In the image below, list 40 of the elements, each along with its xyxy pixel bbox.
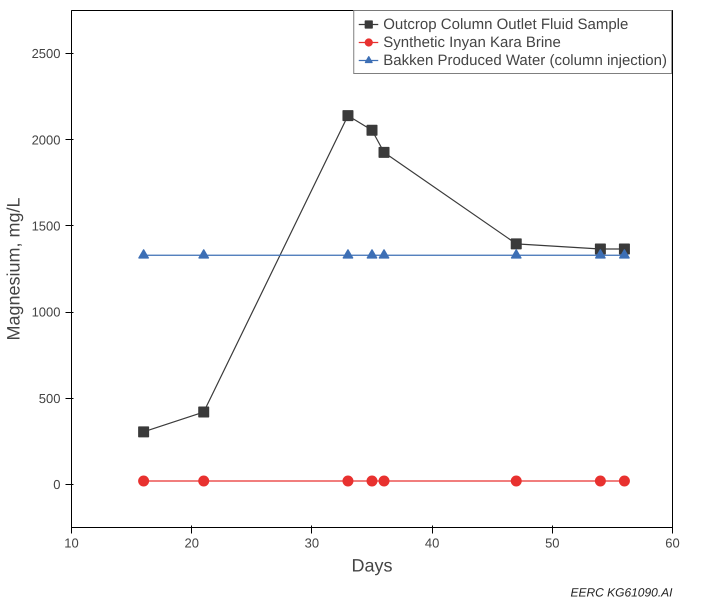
y-tick-label: 0 bbox=[53, 476, 61, 492]
x-tick-label: 30 bbox=[304, 536, 320, 550]
point bbox=[366, 475, 378, 486]
y-tick-label: 500 bbox=[38, 390, 61, 406]
y-tick-label: 2000 bbox=[32, 132, 60, 148]
point bbox=[198, 406, 210, 418]
point bbox=[594, 248, 606, 259]
point bbox=[138, 475, 150, 486]
legend-label: Synthetic Inyan Kara Brine bbox=[383, 33, 561, 51]
y-tick-label: 2500 bbox=[32, 46, 60, 62]
point bbox=[510, 475, 522, 486]
y-axis-title: Magnesium, mg/L bbox=[4, 197, 24, 341]
y-tick-label: 1000 bbox=[32, 304, 60, 320]
x-tick-label: 60 bbox=[665, 536, 680, 550]
x-tick-label: 20 bbox=[184, 536, 199, 550]
point bbox=[618, 475, 630, 486]
y-tick-label: 1500 bbox=[32, 218, 60, 234]
point bbox=[510, 248, 522, 259]
point bbox=[378, 475, 390, 486]
point bbox=[618, 248, 630, 259]
x-tick-label: 50 bbox=[545, 536, 560, 550]
point bbox=[594, 475, 606, 486]
point bbox=[138, 426, 150, 438]
point bbox=[366, 248, 378, 259]
point bbox=[378, 248, 390, 259]
point bbox=[342, 248, 354, 259]
point bbox=[138, 248, 150, 259]
legend-label: Bakken Produced Water (column injection) bbox=[383, 51, 667, 69]
x-axis-title: Days bbox=[351, 556, 393, 576]
point bbox=[366, 124, 378, 136]
point bbox=[342, 110, 354, 122]
point bbox=[510, 238, 522, 250]
x-tick-label: 40 bbox=[424, 536, 440, 550]
point bbox=[342, 475, 354, 486]
text: EERC KG61090.AI bbox=[570, 586, 674, 600]
legend-label: Outcrop Column Outlet Fluid Sample bbox=[383, 15, 628, 33]
x-tick-label: 10 bbox=[64, 536, 79, 550]
point bbox=[198, 248, 210, 259]
point bbox=[198, 475, 210, 486]
point bbox=[378, 146, 390, 158]
